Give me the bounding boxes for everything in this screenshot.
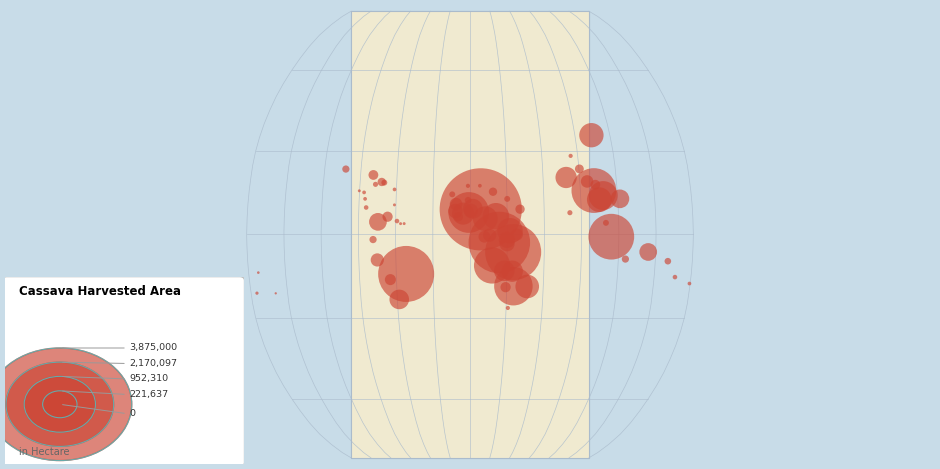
Point (506, 282, 521, 290)
Text: Cassava Harvested Area: Cassava Harvested Area (19, 285, 181, 298)
Point (268, 289, 283, 297)
Point (251, 269, 266, 276)
Point (380, 213, 395, 220)
Point (399, 270, 414, 278)
Point (512, 205, 527, 213)
Point (484, 262, 499, 269)
Point (498, 283, 513, 291)
Point (562, 209, 577, 217)
Point (580, 178, 595, 185)
Point (366, 171, 381, 179)
Point (392, 295, 407, 303)
Point (596, 192, 611, 199)
Point (356, 189, 371, 196)
Point (389, 217, 404, 225)
Point (393, 220, 408, 227)
Point (357, 195, 372, 203)
Point (584, 131, 599, 139)
Point (599, 219, 614, 227)
Point (558, 174, 573, 181)
Point (463, 207, 478, 214)
Circle shape (24, 377, 96, 432)
Circle shape (0, 348, 132, 461)
Point (456, 210, 471, 217)
Point (485, 188, 500, 196)
Point (338, 165, 353, 173)
Text: 2,170,097: 2,170,097 (130, 359, 178, 368)
Point (592, 196, 607, 204)
Point (572, 165, 587, 173)
Point (520, 283, 535, 290)
Point (451, 213, 466, 220)
Text: 3,875,000: 3,875,000 (130, 343, 178, 353)
Circle shape (6, 362, 114, 446)
Point (368, 181, 383, 188)
Point (660, 257, 675, 265)
Point (603, 233, 619, 241)
Point (374, 178, 389, 186)
Point (499, 236, 514, 243)
Point (492, 239, 507, 246)
Point (499, 240, 514, 248)
Point (352, 187, 367, 195)
Point (482, 231, 497, 239)
Point (477, 233, 492, 241)
Text: in Hectare: in Hectare (19, 447, 70, 457)
Point (505, 267, 520, 275)
Point (641, 248, 656, 256)
Point (473, 205, 488, 213)
Point (448, 200, 463, 208)
Point (383, 276, 398, 283)
Text: 0: 0 (130, 409, 135, 418)
Point (448, 207, 463, 215)
Point (461, 197, 476, 204)
Point (387, 201, 402, 209)
Point (618, 255, 633, 263)
Polygon shape (352, 11, 588, 458)
Point (465, 205, 480, 212)
Point (612, 195, 627, 203)
Point (387, 186, 402, 193)
Text: 952,310: 952,310 (130, 374, 168, 384)
Circle shape (42, 391, 77, 418)
FancyBboxPatch shape (2, 277, 244, 466)
Point (588, 181, 603, 189)
Point (478, 215, 493, 222)
Point (369, 256, 384, 264)
Point (462, 209, 477, 216)
Point (506, 249, 521, 256)
Point (445, 190, 460, 198)
Text: 221,637: 221,637 (130, 390, 168, 399)
Point (370, 218, 385, 226)
Point (397, 220, 412, 227)
Point (682, 280, 697, 287)
Point (377, 179, 392, 186)
Point (563, 152, 578, 159)
Polygon shape (352, 11, 588, 458)
Point (249, 289, 264, 297)
Point (500, 304, 515, 312)
Point (503, 227, 518, 234)
Point (667, 273, 682, 281)
Point (587, 187, 602, 194)
Point (359, 204, 374, 211)
Point (473, 182, 488, 189)
Point (366, 236, 381, 243)
Point (509, 231, 525, 238)
Point (500, 195, 515, 203)
Point (461, 182, 476, 189)
Point (489, 212, 504, 220)
Point (496, 267, 511, 275)
